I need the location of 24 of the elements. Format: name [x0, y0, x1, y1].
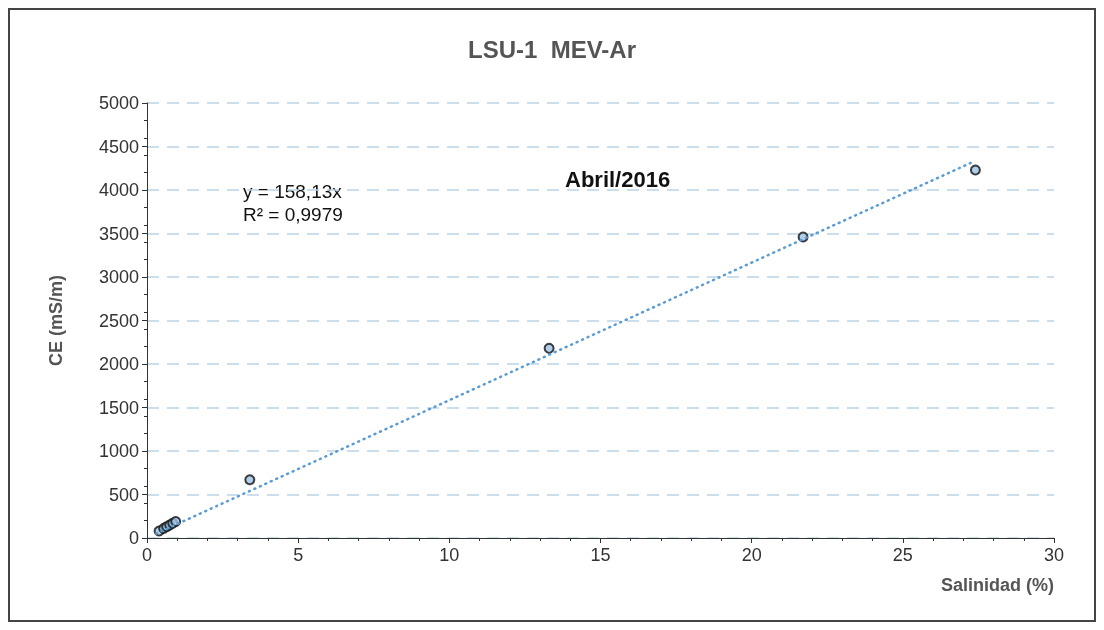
- annotation: y = 158,13x: [243, 181, 343, 202]
- chart-title: LSU-1 MEV-Ar: [467, 35, 637, 63]
- y-axis-title: CE (mS/m): [46, 274, 66, 367]
- x-tick-label: 25: [892, 545, 913, 565]
- x-tick-label: 5: [293, 545, 304, 565]
- y-tick-label: 4000: [98, 180, 139, 200]
- y-tick-label: 1500: [98, 397, 139, 418]
- y-tick-label: 0: [128, 528, 139, 548]
- x-tick-label: 20: [741, 545, 762, 565]
- y-tick-label: 2000: [98, 354, 139, 374]
- x-tick-label: 0: [141, 545, 153, 565]
- x-tick-label: 15: [590, 545, 611, 565]
- y-tick-label: 5000: [98, 93, 139, 113]
- y-tick-label: 3500: [98, 223, 139, 244]
- x-axis-title: Salinidad (%): [940, 575, 1054, 595]
- annotation: R² = 0,9979: [243, 204, 343, 225]
- y-tick-label: 500: [108, 484, 139, 505]
- x-tick-label: 10: [439, 545, 460, 565]
- y-tick-label: 4500: [98, 136, 139, 157]
- x-tick-label: 30: [1043, 545, 1065, 565]
- y-tick-label: 3000: [98, 267, 139, 287]
- y-tick-label: 1000: [98, 441, 139, 461]
- annotation: Abril/2016: [565, 166, 671, 192]
- y-tick-label: 2500: [98, 310, 139, 331]
